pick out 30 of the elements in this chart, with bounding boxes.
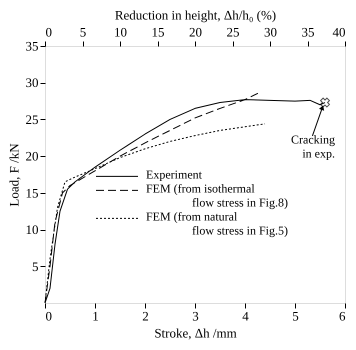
- x2-tick-label: 15: [152, 24, 164, 40]
- x-tick-label: 5: [292, 308, 299, 324]
- legend-label: FEM (from isothermal flow stress in Fig.8): [146, 181, 288, 210]
- x2-tick-label: 5: [80, 24, 86, 40]
- x-tick-label: 1: [92, 308, 99, 324]
- x-tick-label: 4: [242, 308, 250, 324]
- y-axis-title: Load, F /kN: [6, 142, 22, 207]
- y-tick-label: 30: [26, 75, 38, 90]
- x2-tick-label: 40: [332, 24, 346, 40]
- annotation: Cracking in exp.: [291, 132, 335, 161]
- x2-axis-title: Reduction in height, Δh/h₀ (%): [114, 8, 276, 22]
- x2-tick-label: 30: [264, 24, 277, 40]
- x-tick-label: 2: [142, 308, 149, 324]
- x2-tick-label: 20: [189, 24, 202, 40]
- y-tick-label: 35: [26, 38, 38, 54]
- x-tick-label: 0: [46, 308, 52, 324]
- legend-label: FEM (from natural flow stress in Fig.5): [146, 209, 288, 238]
- y-tick-label: 5: [32, 258, 38, 274]
- y-tick-label: 20: [26, 148, 38, 164]
- x2-tick-label: 35: [302, 24, 314, 40]
- y-tick-label: 25: [26, 112, 38, 127]
- y-tick-label: 15: [26, 185, 38, 200]
- x-tick-label: 6: [339, 308, 346, 324]
- x2-tick-label: 25: [226, 24, 240, 40]
- x-tick-label: 3: [192, 308, 199, 324]
- x2-tick-label: 10: [114, 24, 127, 40]
- x2-tick-label: 0: [46, 24, 52, 40]
- x-axis-title: Stroke, Δh /mm: [154, 326, 237, 340]
- y-tick-label: 10: [26, 222, 38, 238]
- legend-label: Experiment: [146, 167, 203, 182]
